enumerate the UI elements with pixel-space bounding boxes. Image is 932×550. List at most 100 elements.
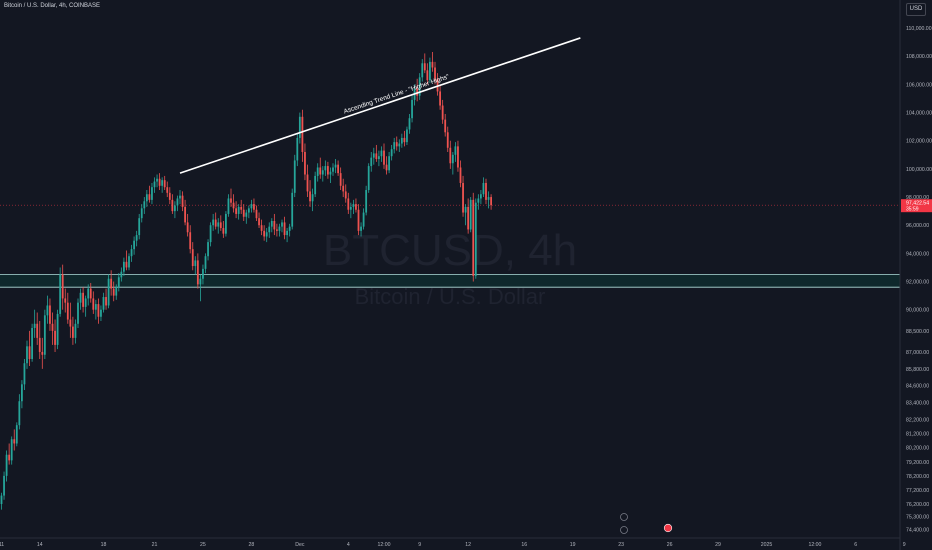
candle-body <box>485 182 487 200</box>
candle <box>411 95 413 123</box>
candle <box>225 211 227 237</box>
candle <box>406 126 408 145</box>
candle-body <box>176 198 179 206</box>
candle <box>352 199 355 214</box>
candle <box>115 284 118 300</box>
trendline-line[interactable] <box>179 37 581 174</box>
candle <box>41 337 44 369</box>
candle <box>92 291 95 314</box>
candle-body <box>339 173 342 186</box>
candle <box>184 199 186 226</box>
candle <box>436 73 439 96</box>
candle <box>291 188 294 230</box>
price-tick-label: 92,000.00 <box>906 280 929 286</box>
candle-body <box>309 191 311 202</box>
candle <box>301 109 304 162</box>
candle-body <box>477 198 480 203</box>
candle <box>457 140 459 172</box>
candle <box>355 198 357 213</box>
time-tick-label: 21 <box>152 542 158 548</box>
candle <box>441 99 444 124</box>
candle-body <box>100 309 102 317</box>
candle-body <box>480 194 482 199</box>
candle-body <box>174 205 176 212</box>
candle <box>117 273 120 292</box>
candle <box>245 209 248 224</box>
candle <box>281 219 283 233</box>
price-tick-label: 98,000.00 <box>906 195 929 201</box>
candle-body <box>105 297 107 306</box>
candle <box>232 194 235 213</box>
candle-body <box>286 230 288 236</box>
time-axis[interactable]: 11 14 18 21 25 28 Dec 4 12:00 9 12 16 19 23 26 29 2025 12… <box>0 537 906 548</box>
price-tag-value: 97,422.54 <box>906 201 929 207</box>
candle-body <box>283 222 286 236</box>
candle <box>105 288 107 310</box>
candle <box>107 274 110 309</box>
candle <box>10 436 13 465</box>
candle-body <box>446 132 449 148</box>
candle-body <box>319 167 322 175</box>
candle <box>487 191 490 209</box>
candle <box>179 190 181 205</box>
candle <box>380 146 383 162</box>
candle-body <box>451 154 454 164</box>
candle <box>212 213 215 231</box>
candle <box>43 309 46 359</box>
candle <box>227 194 230 217</box>
candle-body <box>332 167 334 172</box>
candle-body <box>395 142 398 147</box>
candle-body <box>112 288 115 296</box>
candle <box>276 223 278 237</box>
candle <box>388 151 390 174</box>
candle <box>416 78 419 102</box>
candle <box>237 204 240 220</box>
earnings-marker-icon[interactable] <box>663 523 673 533</box>
currency-button[interactable]: USD <box>906 3 926 16</box>
candle-body <box>273 220 276 230</box>
candle-body <box>408 118 411 130</box>
time-tick-label: 26 <box>667 542 673 548</box>
candle <box>247 205 250 219</box>
time-tick-label: 12:00 <box>808 542 821 548</box>
candle <box>385 156 388 175</box>
candle-body <box>189 232 192 250</box>
candle <box>383 143 385 169</box>
candle <box>263 225 266 241</box>
candle <box>156 174 158 188</box>
event-marker-icon[interactable] <box>620 513 628 521</box>
candle <box>426 63 429 85</box>
candle <box>49 298 51 331</box>
price-axis[interactable]: 110,000.00 108,000.00 106,000.00 104,000.00… <box>899 0 932 550</box>
candle-body <box>219 222 222 229</box>
candle <box>309 180 311 207</box>
candle-body <box>13 439 16 444</box>
candle <box>84 295 87 317</box>
candle-body <box>196 260 199 285</box>
candle <box>258 212 260 229</box>
candle-body <box>130 249 133 257</box>
price-tick-label: 108,000.00 <box>906 54 932 60</box>
candle-body <box>296 137 299 161</box>
candle-body <box>304 151 306 175</box>
event-marker-icon[interactable] <box>620 526 628 534</box>
candle-body <box>444 119 447 133</box>
candle <box>357 204 360 236</box>
candle <box>321 166 324 182</box>
candle <box>375 144 378 162</box>
candle <box>79 288 82 310</box>
candle <box>69 302 72 338</box>
candle-body <box>347 198 350 210</box>
candle-body <box>225 213 227 234</box>
candle-body <box>276 229 278 231</box>
candle-body <box>375 153 378 160</box>
candle-body <box>156 178 158 182</box>
candle-body <box>434 67 436 79</box>
candle <box>286 228 288 243</box>
candle-body <box>293 160 296 193</box>
candle-body <box>278 226 281 231</box>
candle-body <box>18 401 21 426</box>
candle-body <box>324 166 327 171</box>
event-markers[interactable] <box>620 513 673 534</box>
